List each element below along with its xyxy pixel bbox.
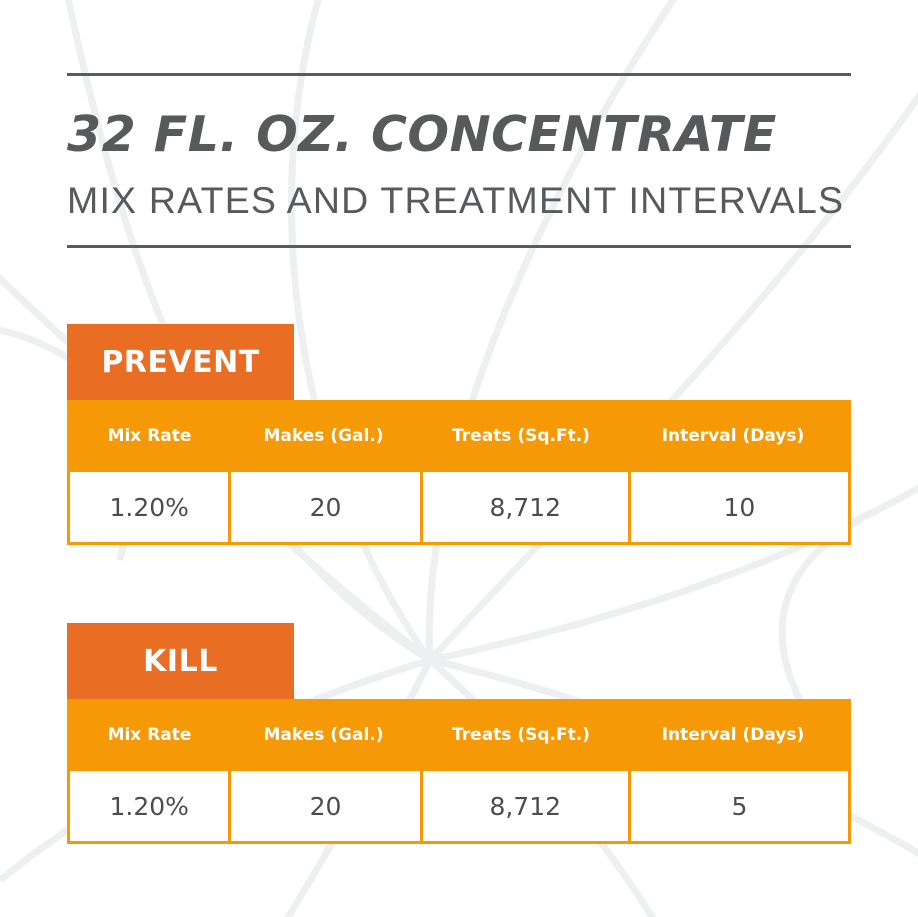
table-header-row: Mix Rate Makes (Gal.) Treats (Sq.Ft.) In… bbox=[70, 699, 848, 771]
column-header-mix-rate: Mix Rate bbox=[107, 426, 192, 446]
table-header-row: Mix Rate Makes (Gal.) Treats (Sq.Ft.) In… bbox=[70, 400, 848, 472]
prevent-section: PREVENT Mix Rate Makes (Gal.) Treats (Sq… bbox=[67, 324, 851, 545]
column-header-treats: Treats (Sq.Ft.) bbox=[452, 725, 590, 745]
kill-tab: KILL bbox=[67, 623, 294, 699]
prevent-tab: PREVENT bbox=[67, 324, 294, 400]
page-title: 32 FL. OZ. CONCENTRATE bbox=[67, 106, 777, 163]
bottom-divider bbox=[67, 245, 851, 248]
interval-value: 5 bbox=[630, 771, 848, 841]
column-header-mix-rate: Mix Rate bbox=[107, 725, 192, 745]
column-header-interval: Interval (Days) bbox=[661, 725, 805, 745]
mix-rate-value: 1.20% bbox=[70, 472, 229, 542]
table-row: 1.20% 20 8,712 5 bbox=[70, 771, 848, 841]
kill-table: Mix Rate Makes (Gal.) Treats (Sq.Ft.) In… bbox=[67, 699, 851, 844]
treats-value: 8,712 bbox=[422, 771, 628, 841]
page-subtitle: MIX RATES AND TREATMENT INTERVALS bbox=[67, 179, 845, 221]
makes-value: 20 bbox=[231, 472, 420, 542]
top-divider bbox=[67, 73, 851, 76]
treats-value: 8,712 bbox=[422, 472, 628, 542]
column-header-makes: Makes (Gal.) bbox=[263, 426, 384, 446]
prevent-table: Mix Rate Makes (Gal.) Treats (Sq.Ft.) In… bbox=[67, 400, 851, 545]
column-header-makes: Makes (Gal.) bbox=[263, 725, 384, 745]
mix-rate-value: 1.20% bbox=[70, 771, 229, 841]
table-row: 1.20% 20 8,712 10 bbox=[70, 472, 848, 542]
interval-value: 10 bbox=[630, 472, 848, 542]
column-header-treats: Treats (Sq.Ft.) bbox=[452, 426, 590, 446]
kill-section: KILL Mix Rate Makes (Gal.) Treats (Sq.Ft… bbox=[67, 623, 851, 844]
column-header-interval: Interval (Days) bbox=[661, 426, 805, 446]
makes-value: 20 bbox=[231, 771, 420, 841]
